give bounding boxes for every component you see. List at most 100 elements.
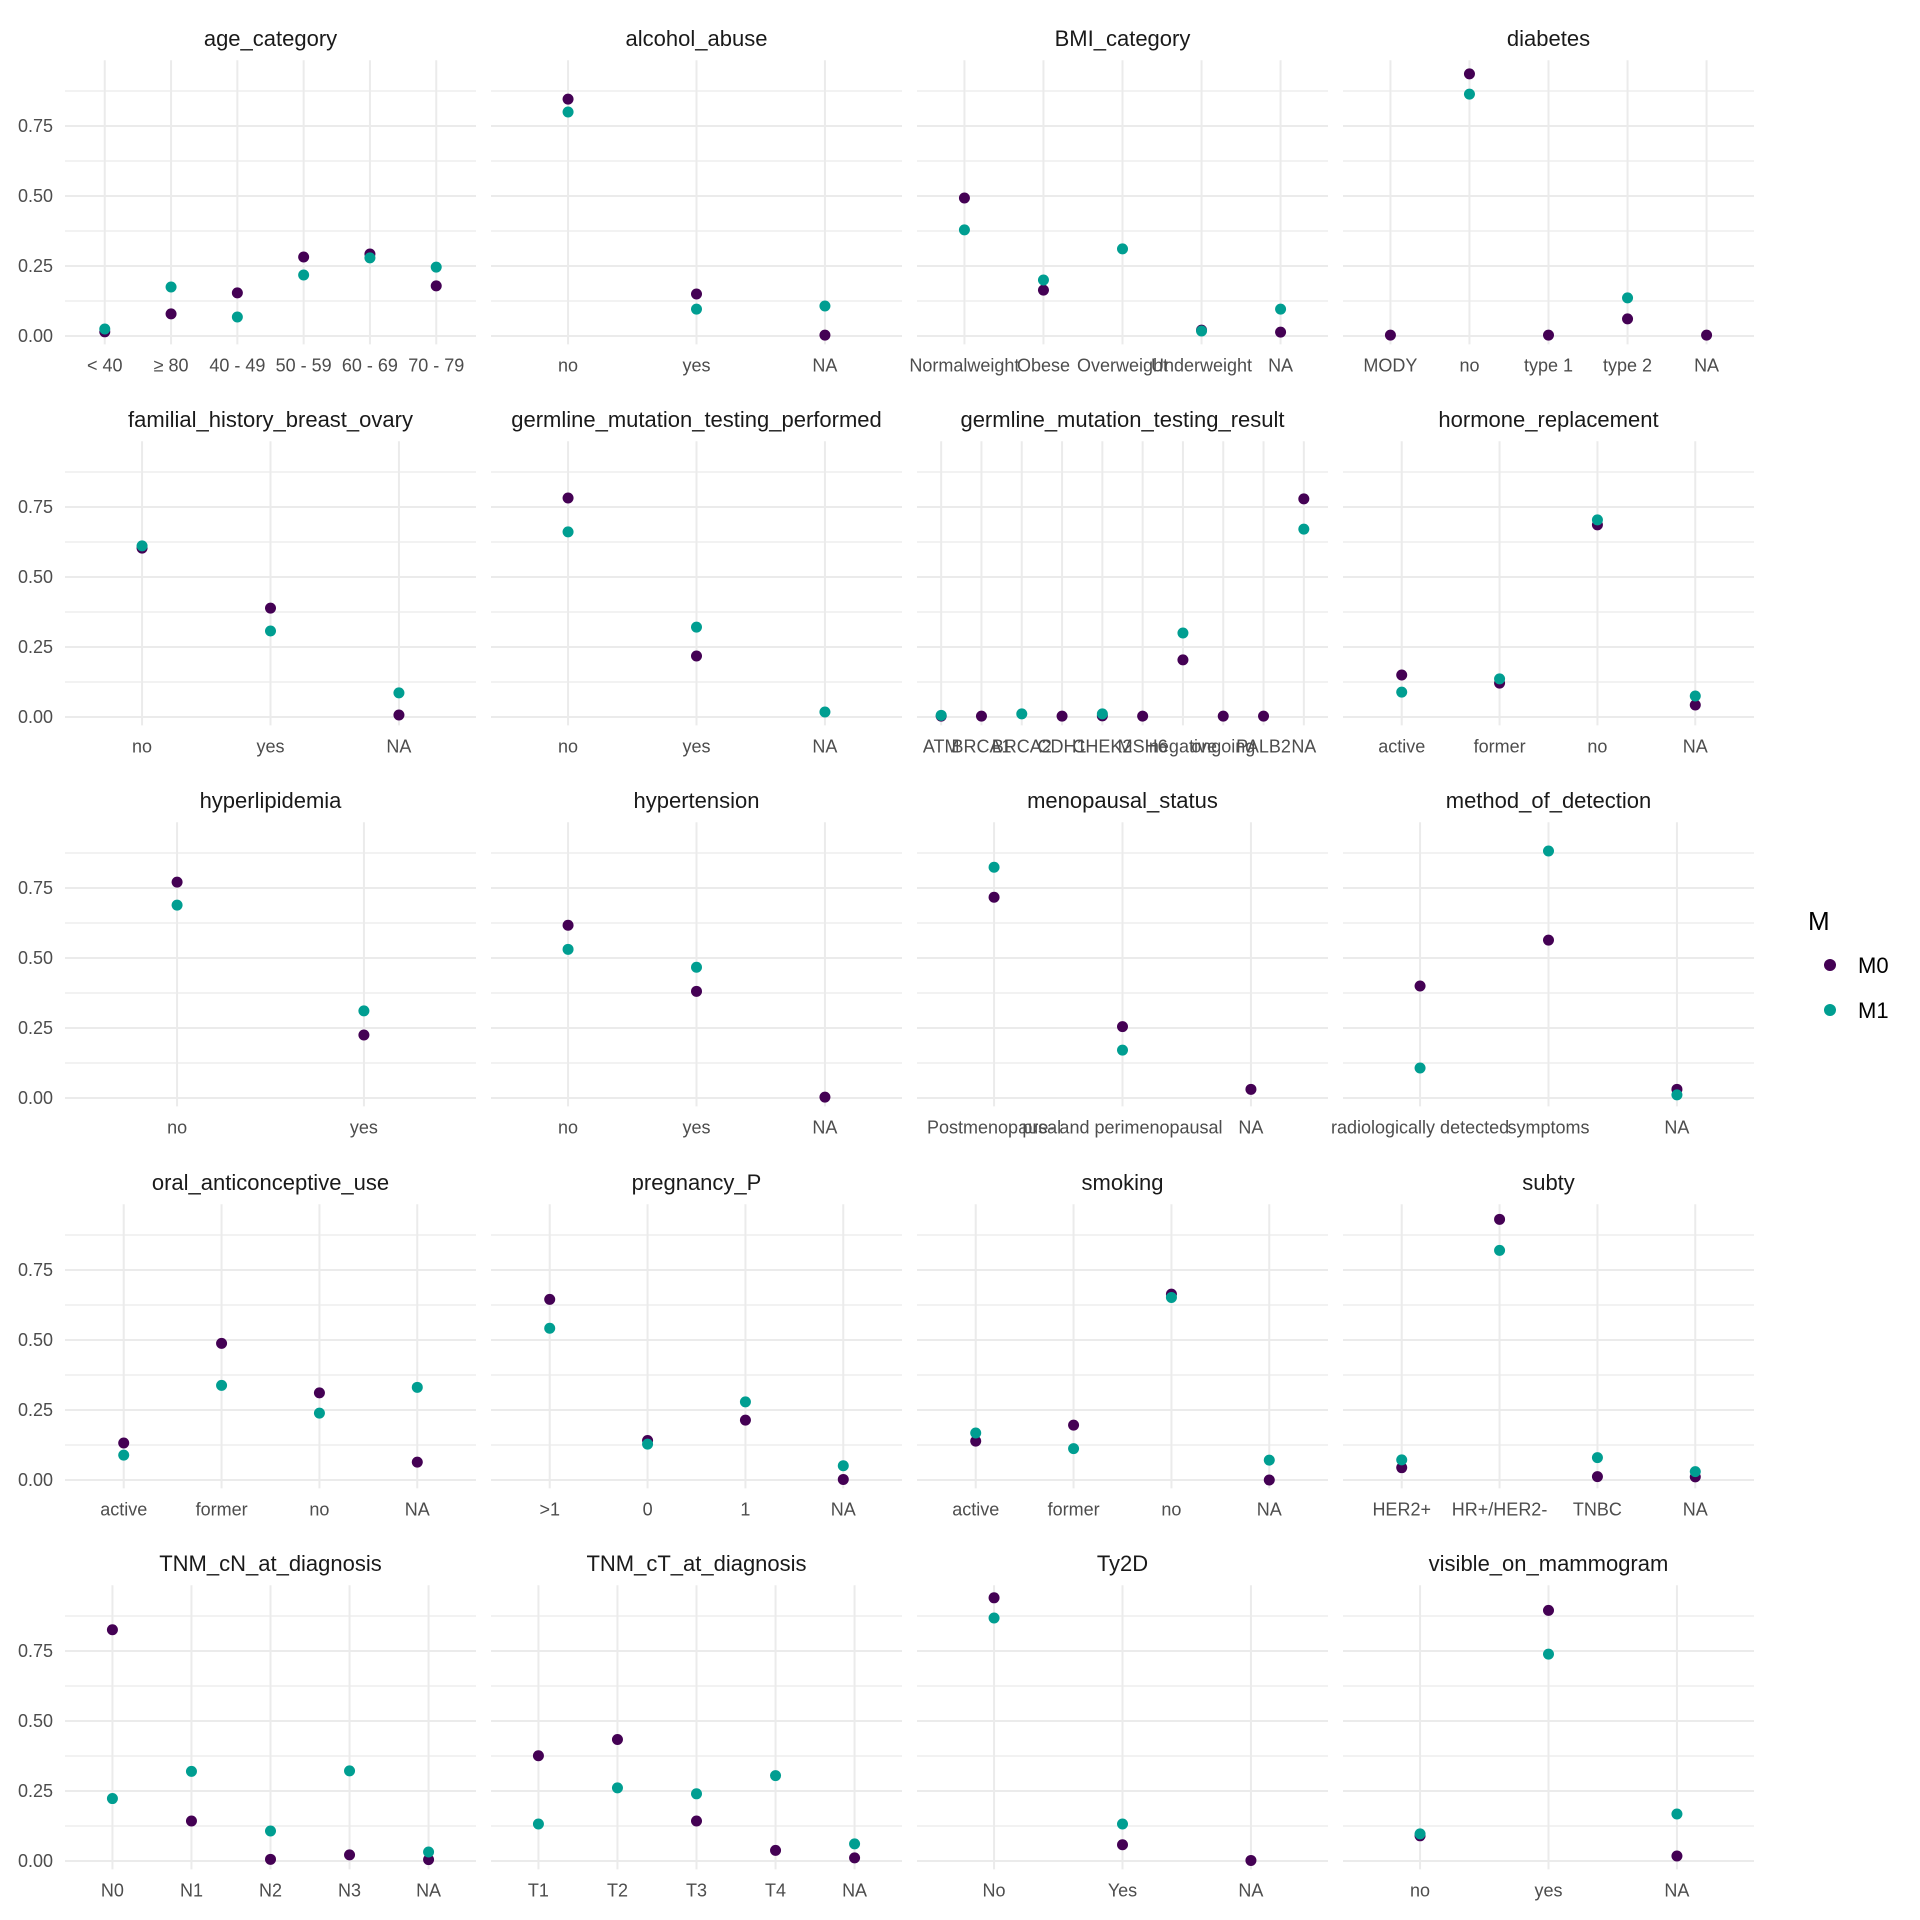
x-tick-label: HER2+ — [1372, 1499, 1431, 1519]
panel-hypertension: hypertension no yes NA — [491, 788, 902, 1137]
point-m1 — [430, 261, 442, 273]
point-m1 — [544, 1322, 556, 1334]
x-tick-label: T1 — [528, 1880, 549, 1900]
panel-hyperlipidemia: hyperlipidemia no yes 0.00 0.25 0.50 0.75 — [18, 788, 476, 1137]
x-tick-label: 70 - 79 — [408, 355, 464, 375]
panel-title: hormone_replacement — [1438, 407, 1658, 432]
x-tick-label: TNBC — [1573, 1499, 1622, 1519]
point-m0 — [532, 1750, 544, 1762]
point-m1 — [1591, 1452, 1603, 1464]
point-m0 — [1671, 1850, 1683, 1862]
x-tick-label: T4 — [765, 1880, 786, 1900]
point-m1 — [691, 961, 702, 973]
point-m0 — [423, 1854, 435, 1866]
x-tick-label: no — [558, 1117, 578, 1137]
panel-diabetes: diabetes MODY no type 1 type 2 NA — [1343, 26, 1754, 375]
x-tick-label: NA — [416, 1880, 441, 1900]
point-m0 — [1463, 68, 1475, 80]
point-m0 — [544, 1293, 556, 1305]
x-tick-label: NA — [386, 736, 411, 756]
point-m1 — [185, 1765, 197, 1777]
x-tick-label: T3 — [686, 1880, 707, 1900]
point-m0 — [313, 1387, 325, 1399]
y-tick-label: 0.75 — [18, 1260, 53, 1280]
point-m1 — [231, 311, 243, 323]
panel-title: hypertension — [634, 788, 760, 813]
point-m0 — [298, 251, 310, 263]
x-tick-label: HR+/HER2- — [1452, 1499, 1548, 1519]
point-m1 — [344, 1765, 356, 1777]
legend-key-m0 — [1824, 959, 1836, 971]
point-m1 — [265, 1825, 276, 1837]
point-m1 — [562, 943, 574, 955]
point-m1 — [642, 1438, 654, 1450]
panel-title: pregnancy_P — [632, 1170, 762, 1195]
point-m0 — [1275, 326, 1287, 338]
x-tick-label: symptoms — [1507, 1117, 1589, 1137]
legend-label-m0: M0 — [1858, 953, 1889, 978]
point-m1 — [1463, 88, 1475, 100]
point-m1 — [1298, 523, 1310, 535]
point-m1 — [118, 1449, 130, 1461]
point-m0 — [1543, 329, 1554, 341]
x-tick-label: active — [100, 1499, 147, 1519]
panel-title: oral_anticonceptive_use — [152, 1170, 389, 1195]
panel-title: smoking — [1082, 1170, 1164, 1195]
panel-pregnancy-p: pregnancy_P >1 0 1 NA — [491, 1170, 902, 1519]
point-m1 — [1263, 1454, 1275, 1466]
legend-key-m1 — [1824, 1004, 1836, 1016]
point-m0 — [770, 1844, 782, 1856]
point-m0 — [849, 1852, 861, 1864]
x-tick-label: yes — [682, 355, 710, 375]
y-tick-label: 0.50 — [18, 567, 53, 587]
y-tick-label: 0.00 — [18, 1088, 53, 1108]
x-tick-label: MODY — [1363, 355, 1417, 375]
point-m0 — [1177, 654, 1189, 666]
point-m1 — [171, 899, 183, 911]
point-m0 — [265, 1853, 276, 1865]
x-tick-label: no — [1410, 1880, 1430, 1900]
point-m1 — [1543, 845, 1554, 857]
x-tick-label: < 40 — [87, 355, 123, 375]
point-m1 — [532, 1818, 544, 1830]
panel-title: age_category — [204, 26, 337, 51]
x-tick-label: Overweight — [1077, 355, 1168, 375]
point-m0 — [1117, 1839, 1128, 1851]
x-tick-label: former — [196, 1499, 248, 1519]
x-tick-label: 1 — [740, 1499, 750, 1519]
x-tick-label: no — [167, 1117, 187, 1137]
point-m1 — [1494, 1244, 1506, 1256]
x-tick-label: no — [1161, 1499, 1181, 1519]
x-tick-label: active — [1378, 736, 1425, 756]
point-m1 — [691, 303, 702, 315]
point-m1 — [216, 1379, 228, 1391]
point-m1 — [364, 252, 376, 264]
point-m1 — [1689, 690, 1701, 702]
x-tick-label: type 1 — [1524, 355, 1573, 375]
panel-title: Ty2D — [1097, 1551, 1148, 1576]
panel-title: familial_history_breast_ovary — [128, 407, 413, 432]
x-tick-label: Underweight — [1151, 355, 1252, 375]
legend-title: M — [1808, 906, 1830, 936]
x-tick-label: 50 - 59 — [276, 355, 332, 375]
point-m1 — [136, 540, 148, 552]
point-m1 — [1117, 1044, 1128, 1056]
point-m1 — [1165, 1291, 1177, 1303]
x-tick-label: NA — [1683, 1499, 1708, 1519]
point-m1 — [970, 1427, 982, 1439]
x-tick-label: NA — [842, 1880, 867, 1900]
point-m1 — [358, 1005, 370, 1017]
point-m1 — [1177, 627, 1189, 639]
panel-tnm-ct-at-diagnosis: TNM_cT_at_diagnosis T1 T2 T3 T4 NA — [491, 1551, 902, 1900]
x-tick-label: N1 — [180, 1880, 203, 1900]
y-tick-label: 0.50 — [18, 1711, 53, 1731]
point-m0 — [1068, 1419, 1080, 1431]
panel-title: TNM_cN_at_diagnosis — [159, 1551, 382, 1576]
point-m0 — [975, 710, 987, 722]
point-m1 — [988, 861, 1000, 873]
point-m1 — [1096, 708, 1108, 720]
point-m1 — [819, 706, 831, 718]
